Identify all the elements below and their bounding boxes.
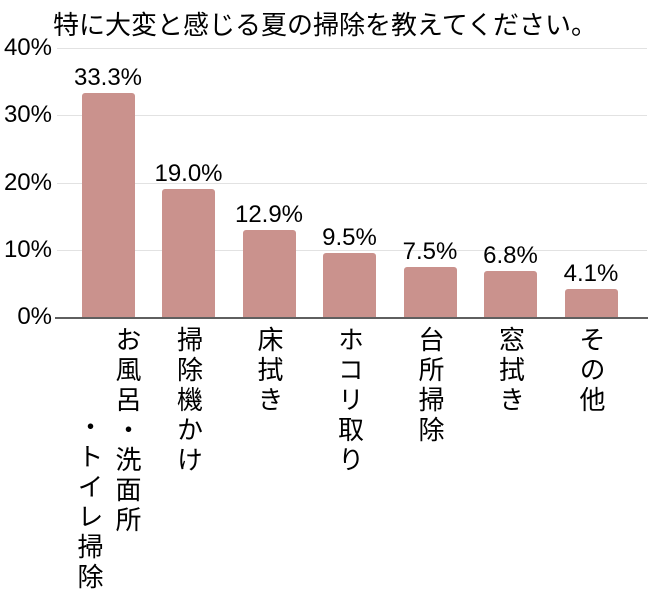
x-axis-category-label-line: 窓拭き: [495, 326, 526, 416]
gridline: [57, 48, 647, 49]
bar-value-label: 4.1%: [563, 260, 619, 288]
x-axis-category-label-line: 掃除機かけ: [173, 326, 204, 476]
y-axis-tick-label: 30%: [3, 101, 52, 129]
bar: [81, 93, 135, 317]
y-axis-tick-label: 10%: [3, 235, 52, 263]
x-axis-category-label: 窓拭き: [492, 326, 530, 416]
y-axis-tick-label: 0%: [17, 303, 52, 330]
y-axis-tick-label: 40%: [3, 34, 52, 61]
bar-value-label: 9.5%: [322, 224, 377, 252]
bar-value-label: 7.5%: [402, 237, 458, 265]
x-axis-line: [55, 317, 648, 319]
x-axis-category-label-line: お風呂・洗面所: [112, 326, 142, 536]
x-axis-category-label-line: 床拭き: [254, 326, 284, 416]
x-axis-category-label-line: ・トイレ掃除: [74, 413, 104, 593]
bar-value-label: 6.8%: [483, 242, 538, 270]
bar: [162, 189, 215, 317]
x-axis-category-label-line: その他: [576, 326, 606, 416]
x-axis-category-label: 床拭き: [250, 326, 288, 416]
bar-value-label: 12.9%: [234, 201, 304, 229]
bar: [484, 271, 537, 317]
y-axis-tick-label: 20%: [3, 168, 52, 196]
chart-title: 特に大変と感じる夏の掃除を教えてください。: [53, 10, 597, 40]
bar-value-label: 19.0%: [154, 160, 223, 188]
x-axis-category-label: ホコリ取り: [331, 326, 369, 476]
x-axis-category-label: 掃除機かけ: [170, 326, 208, 476]
bar: [403, 266, 457, 317]
gridline: [57, 115, 647, 117]
x-axis-category-label: お風呂・洗面所 ・トイレ掃除: [70, 326, 146, 593]
x-axis-category-label: 台所掃除: [411, 326, 449, 446]
bar: [242, 230, 296, 317]
gridline: [57, 249, 647, 251]
x-axis-category-label-line: 台所掃除: [415, 326, 445, 446]
bar-value-label: 33.3%: [73, 64, 143, 92]
bar: [564, 289, 618, 317]
bar: [323, 253, 376, 317]
gridline: [57, 182, 647, 184]
x-axis-category-label-line: ホコリ取り: [334, 326, 365, 476]
x-axis-category-label: その他: [572, 326, 610, 416]
